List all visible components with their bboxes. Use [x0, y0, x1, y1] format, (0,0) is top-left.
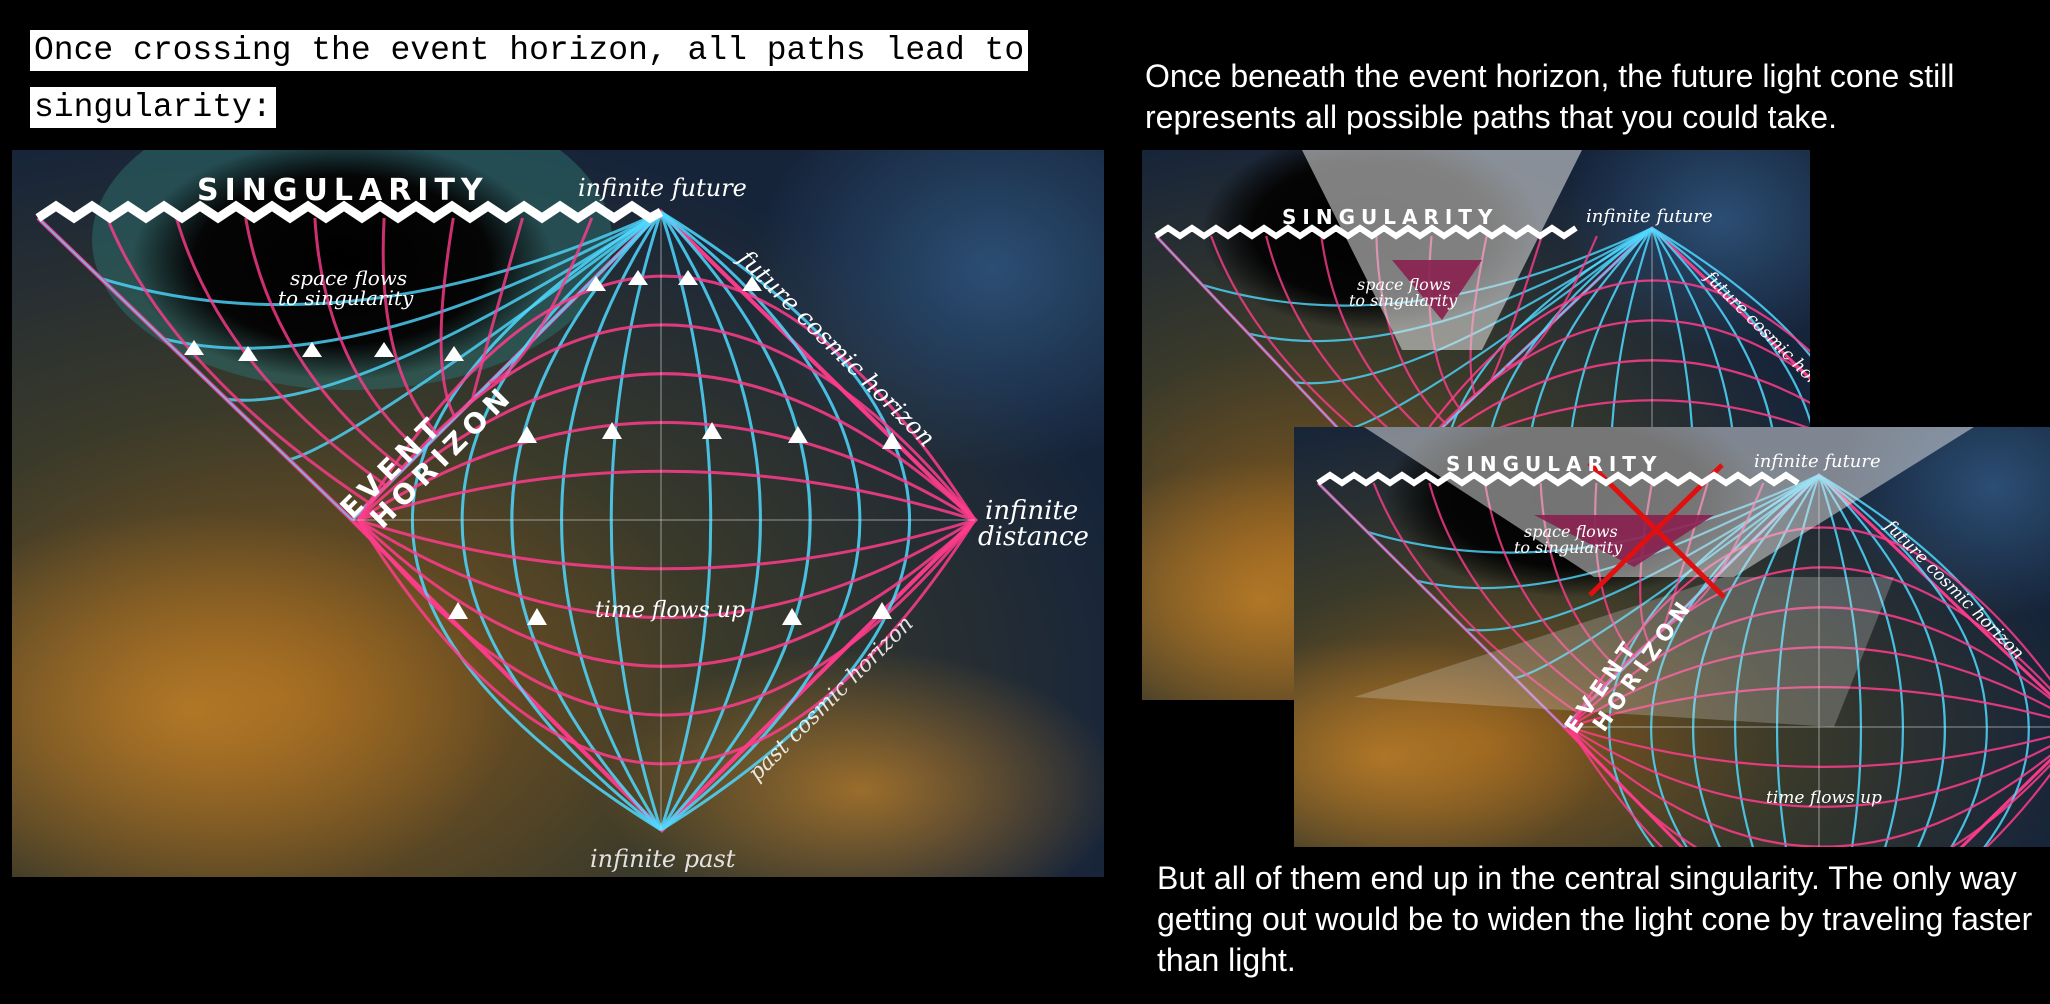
- cross-out-icon: [1587, 461, 1726, 599]
- left-caption: Once crossing the event horizon, all pat…: [30, 22, 1090, 136]
- infinite-future-label: infinite future: [578, 174, 747, 202]
- space-flows-label-2: to singularity: [278, 286, 414, 310]
- time-flows-label-ftl: time flows up: [1766, 788, 1882, 808]
- singularity-zigzag-ftl: [1316, 471, 1800, 487]
- infinite-past-label: infinite past: [590, 845, 736, 873]
- singularity-zigzag: [35, 200, 664, 224]
- right-caption-bottom: But all of them end up in the central si…: [1157, 860, 2033, 978]
- space-flows-label-small-1: space flows: [1357, 275, 1451, 294]
- penrose-diagram-main: SINGULARITY infinite future infinite pas…: [12, 150, 1104, 877]
- wide-light-cone: [1364, 427, 1974, 577]
- light-cone-tip: [1392, 260, 1482, 320]
- wide-light-cone-lower: [1354, 577, 1894, 727]
- time-flows-label: time flows up: [595, 598, 745, 623]
- penrose-grid: [36, 209, 978, 833]
- light-cone-wedge: [1302, 150, 1582, 350]
- light-cone-tip-ftl: [1534, 515, 1714, 567]
- space-flows-label-ftl-1: space flows: [1524, 522, 1618, 541]
- singularity-zigzag-small: [1154, 224, 1578, 240]
- singularity-label-small: SINGULARITY: [1282, 205, 1498, 229]
- infinite-future-label-small: infinite future: [1586, 206, 1713, 227]
- penrose-diagram-svg: SINGULARITY infinite future infinite pas…: [12, 150, 1104, 877]
- flow-arrows: [184, 270, 902, 625]
- right-caption-top: Once beneath the event horizon, the futu…: [1145, 58, 1955, 135]
- space-flows-label-small-2: to singularity: [1349, 291, 1458, 310]
- space-flows-label-1: space flows: [290, 266, 407, 290]
- infinite-distance-label-1: infinite: [985, 496, 1078, 526]
- singularity-label: SINGULARITY: [197, 173, 489, 208]
- infinite-future-label-ftl: infinite future: [1754, 451, 1881, 472]
- space-flows-label-ftl-2: to singularity: [1514, 538, 1623, 557]
- ftl-diagram-svg: SINGULARITY infinite future space flows …: [1294, 427, 2050, 847]
- penrose-diagram-faster-than-light: SINGULARITY infinite future space flows …: [1294, 427, 2050, 847]
- infinite-distance-label-2: distance: [978, 522, 1089, 552]
- singularity-label-ftl: SINGULARITY: [1446, 452, 1662, 476]
